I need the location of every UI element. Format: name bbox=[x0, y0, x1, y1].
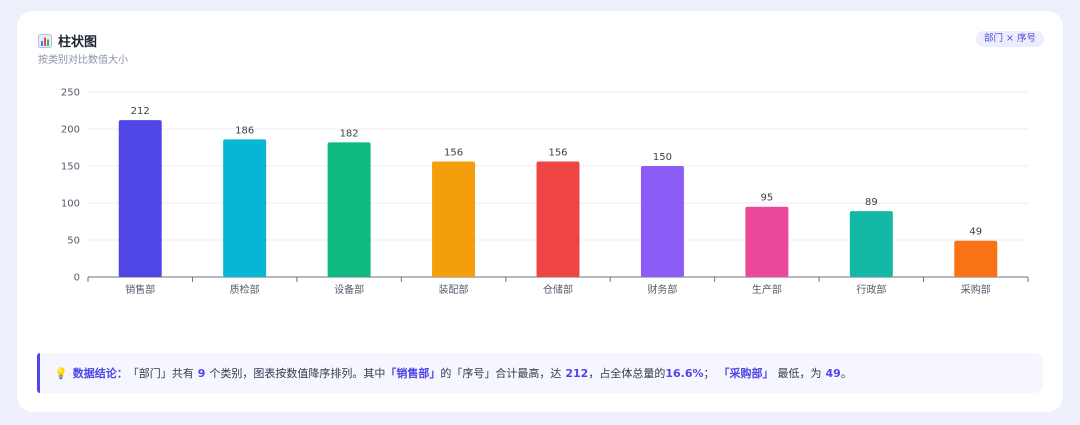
data-label: 95 bbox=[761, 193, 774, 204]
data-label: 156 bbox=[548, 148, 567, 159]
data-label: 89 bbox=[865, 197, 878, 208]
y-tick-label: 250 bbox=[61, 88, 80, 99]
y-tick-label: 50 bbox=[67, 236, 80, 247]
conclusion-text: 的「序号」合计最高，达 bbox=[440, 367, 562, 380]
data-label: 49 bbox=[969, 227, 982, 238]
lightbulb-icon: 💡 bbox=[54, 366, 68, 380]
conclusion-label: 数据结论： bbox=[72, 367, 128, 380]
dimension-tag: 部门 × 序号 bbox=[976, 31, 1044, 47]
x-tick-label: 质检部 bbox=[230, 283, 260, 296]
top-value: 212 bbox=[565, 366, 589, 380]
conclusion-box: 💡 数据结论： 「部门」共有 9 个类别，图表按数值降序排列。其中 「销售部」 … bbox=[37, 353, 1043, 393]
top-category: 「销售部」 bbox=[385, 367, 441, 380]
chart-subtitle: 按类别对比数值大小 bbox=[38, 55, 128, 66]
top-percent: 16.6% bbox=[665, 366, 704, 380]
bar bbox=[954, 240, 998, 277]
chart-card: 柱状图 按类别对比数值大小 部门 × 序号 0 50 100 150 200 250 212… bbox=[17, 11, 1063, 412]
bar bbox=[745, 206, 789, 277]
data-label: 186 bbox=[235, 125, 254, 136]
bar bbox=[849, 211, 893, 277]
data-label: 212 bbox=[131, 106, 150, 117]
x-tick-label: 装配部 bbox=[439, 283, 469, 296]
conclusion-text: 个类别，图表按数值降序排列。其中 bbox=[209, 367, 386, 380]
conclusion-text: ，占全体总量的 bbox=[588, 367, 666, 380]
lowest-category: 「采购部」 bbox=[718, 367, 774, 380]
conclusion-text: 「部门」共有 bbox=[127, 367, 194, 380]
y-tick-label: 150 bbox=[61, 162, 80, 173]
data-label: 156 bbox=[444, 148, 463, 159]
x-tick-label: 生产部 bbox=[752, 283, 782, 296]
bar bbox=[118, 120, 162, 278]
y-tick-label: 100 bbox=[61, 199, 80, 210]
conclusion-text: ； bbox=[703, 367, 715, 380]
x-tick-label: 财务部 bbox=[647, 283, 677, 296]
data-label: 182 bbox=[340, 128, 359, 139]
bar-chart-icon bbox=[38, 33, 52, 48]
y-tick-label: 0 bbox=[74, 273, 80, 284]
x-tick-label: 销售部 bbox=[125, 283, 155, 296]
bar bbox=[640, 166, 684, 277]
x-tick-label: 采购部 bbox=[961, 283, 991, 296]
lowest-value: 49 bbox=[825, 366, 841, 380]
x-tick-label: 行政部 bbox=[856, 283, 886, 296]
bar bbox=[223, 139, 267, 277]
bar bbox=[536, 161, 580, 277]
title-row: 柱状图 bbox=[38, 31, 97, 50]
bar-chart: 0 50 100 150 200 250 212 销售部 186 质检部 182 设备部 156 装配部 1… bbox=[61, 88, 1029, 296]
data-label: 150 bbox=[653, 152, 672, 163]
x-tick-label: 仓储部 bbox=[543, 283, 573, 296]
category-count: 9 bbox=[197, 366, 206, 380]
chart-title: 柱状图 bbox=[58, 35, 98, 50]
conclusion-text: 最低，为 bbox=[777, 367, 822, 380]
y-tick-label: 200 bbox=[61, 125, 80, 136]
bar bbox=[327, 142, 371, 277]
x-tick-label: 设备部 bbox=[334, 283, 364, 296]
bar bbox=[432, 161, 476, 277]
conclusion-text: 。 bbox=[840, 367, 852, 380]
